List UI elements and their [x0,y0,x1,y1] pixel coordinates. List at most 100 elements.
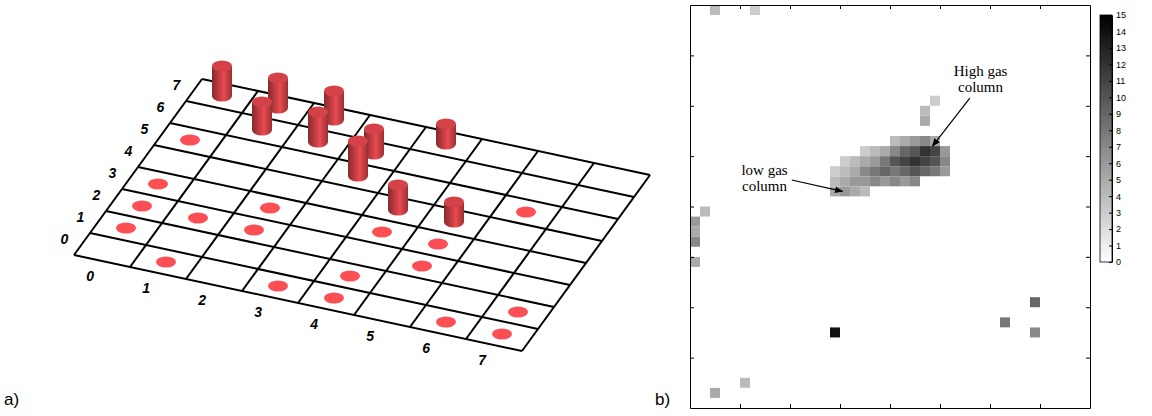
cell [1000,317,1010,327]
grid-line [90,233,538,329]
tick: 1 [1109,241,1121,251]
tick: 12 [1109,60,1126,70]
tick-label: 8 [1116,126,1121,136]
cell [940,146,950,156]
cell [830,176,840,186]
marks [116,61,536,340]
cell [740,378,750,388]
disc [148,179,168,190]
cell [850,186,860,196]
cell [840,176,850,186]
disc [156,257,176,268]
panel-b: High gascolumnlow gascolumn0123456789101… [655,5,1126,409]
tick-mark [1109,130,1112,131]
tick: 2 [1109,224,1121,234]
cell [710,388,720,398]
axis-line [1090,6,1091,409]
tick-mark [1086,257,1090,258]
cell [910,176,920,186]
tick-mark [940,5,941,9]
tick: 3 [1109,208,1121,218]
tick-label: 6 [422,340,430,356]
cell [900,136,910,146]
cell [910,166,920,176]
axis [691,5,1091,9]
cell [880,146,890,156]
tick [990,5,991,9]
tick-mark [790,404,791,408]
cylinder-top [364,124,384,135]
cell [890,176,900,186]
grid-line [106,211,554,307]
annotations: High gascolumnlow gascolumn [741,63,1007,194]
tick-label: 4 [124,143,133,159]
cell [840,166,850,176]
cylinder [444,197,464,228]
cell [890,156,900,166]
cell [920,106,930,116]
tick-labels: 0123456701234567 [61,77,488,368]
cell [880,176,890,186]
disc [132,201,152,212]
plot-background [690,5,1090,408]
tick-label: 5 [366,328,374,344]
colorbar-fill [1100,15,1112,262]
tick-mark [840,404,841,408]
tick-label: 6 [1116,159,1121,169]
tick [890,5,891,9]
tick [790,404,791,408]
tick-mark [690,55,694,56]
tick [1086,307,1090,308]
tick-mark [1109,31,1112,32]
tick-mark [690,358,694,359]
tick [1086,156,1090,157]
cells [690,5,1040,398]
tick-label: 11 [1116,76,1125,86]
cell [870,146,880,156]
tick-label: 12 [1116,60,1126,70]
axis [691,404,1091,409]
disc [260,203,280,214]
tick-label: 9 [1116,109,1121,119]
tick [1040,404,1041,408]
cell [690,237,700,247]
disc [492,329,512,340]
tick-label: 4 [1116,192,1121,202]
tick-label: 7 [1116,142,1121,152]
tick-mark [1086,156,1090,157]
tick: 15 [1109,10,1126,20]
colorbar-axis: 0123456789101112131415 [1109,10,1126,267]
cell [700,207,710,217]
tick-label: 10 [1116,93,1126,103]
cell [920,136,930,146]
tick: 5 [1109,175,1121,185]
tick-mark [740,404,741,408]
tick-label: 2 [1116,224,1121,234]
axis-line [691,408,1091,409]
tick-mark [1040,5,1041,9]
axis-line [74,255,522,351]
tick [1086,257,1090,258]
tick-label: 7 [478,352,487,368]
cell [930,146,940,156]
tick-mark [1109,114,1112,115]
tick [790,5,791,9]
tick-label: 4 [309,316,318,332]
cell [880,156,890,166]
grid-line [170,123,618,219]
cylinder-top [308,107,328,118]
tick-mark [1109,64,1112,65]
cell [840,156,850,166]
tick-label: 2 [92,187,101,203]
tick [1086,207,1090,208]
tick-mark [1086,307,1090,308]
tick: 7 [1109,142,1121,152]
tick-mark [740,5,741,9]
tick-mark [990,5,991,9]
tick [690,257,694,258]
tick-mark [1086,55,1090,56]
cylinder [348,136,368,182]
tick [940,404,941,408]
cell [890,146,900,156]
cell [920,116,930,126]
